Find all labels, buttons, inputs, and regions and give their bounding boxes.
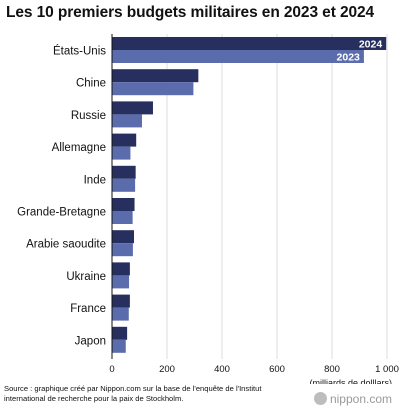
x-tick-label: 600 <box>269 364 285 375</box>
bar-2024 <box>112 69 199 83</box>
category-label: États-Unis <box>53 45 106 58</box>
category-label: Allemagne <box>52 142 106 154</box>
bar-2023 <box>112 178 136 192</box>
bar-2024 <box>112 326 128 340</box>
category-label: Chine <box>76 78 106 90</box>
logo-text: nippon.com <box>329 392 392 406</box>
source-note: Source : graphique créé par Nippon.com s… <box>4 384 262 403</box>
bar-2023 <box>112 211 133 224</box>
bar-2023 <box>112 275 130 289</box>
category-label: Japon <box>75 335 106 347</box>
bar-2024 <box>112 198 135 211</box>
series-label: 2024 <box>359 39 383 51</box>
chart-title: Les 10 premiers budgets militaires en 20… <box>6 4 375 21</box>
x-tick-label: 1 000 <box>375 364 399 375</box>
x-tick-label: 800 <box>324 364 340 375</box>
bar-2024 <box>112 37 387 50</box>
bar-2023 <box>112 114 142 128</box>
nippon-logo-icon <box>313 392 327 405</box>
x-axis-label: (milliards de dolllars) <box>309 378 392 384</box>
bar-2024 <box>112 262 130 276</box>
bar-2024 <box>112 230 134 244</box>
category-label: Grande-Bretagne <box>17 207 106 219</box>
bar-2023 <box>112 146 131 160</box>
category-label: Inde <box>84 174 106 186</box>
bar-2024 <box>112 294 130 308</box>
category-label: Russie <box>71 110 106 122</box>
bar-2024 <box>112 165 136 179</box>
bar-2023 <box>112 50 364 63</box>
x-tick-label: 200 <box>159 364 175 375</box>
bar-2023 <box>112 243 133 257</box>
category-label: France <box>70 303 106 315</box>
category-label: Arabie saoudite <box>26 239 106 251</box>
category-label: Ukraine <box>66 271 106 283</box>
nippon-logo: nippon.com <box>313 392 392 406</box>
bar-2024 <box>112 133 137 147</box>
bar-2023 <box>112 339 126 353</box>
bar-2023 <box>112 82 194 96</box>
bar-chart: 0 200 400 600 800 1 000 États-Unis Chine Russie A… <box>17 34 399 384</box>
x-tick-label: 400 <box>214 364 230 375</box>
series-label: 2023 <box>337 52 361 64</box>
bar-2023 <box>112 307 129 321</box>
bar-2024 <box>112 101 153 115</box>
x-tick-label: 0 <box>109 364 114 375</box>
